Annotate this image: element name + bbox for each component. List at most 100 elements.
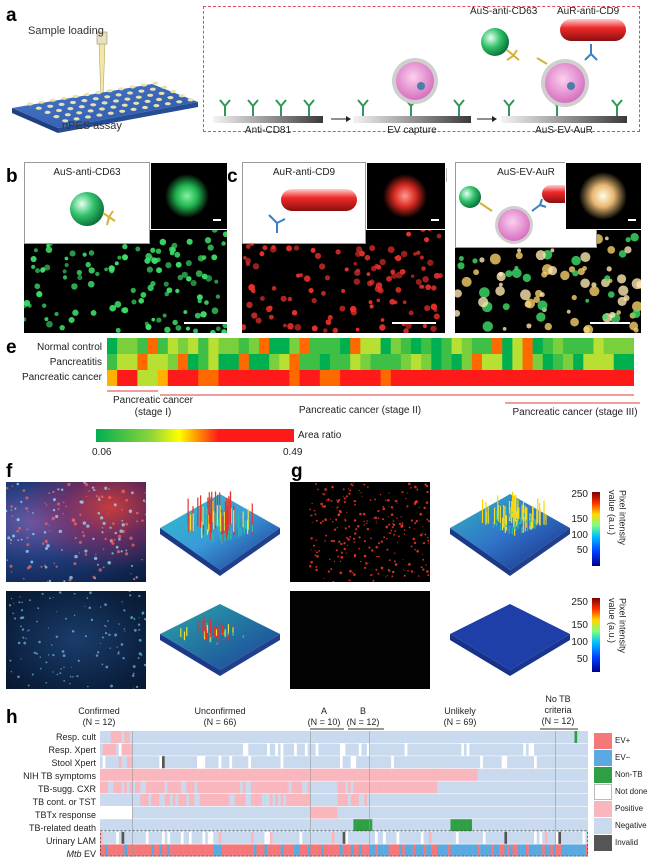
criteria-cell <box>534 844 537 857</box>
criteria-cell <box>445 831 449 844</box>
criteria-cell <box>132 794 136 806</box>
criteria-cell <box>145 768 149 781</box>
criteria-cell <box>280 768 284 781</box>
signal-speck <box>132 577 136 581</box>
criteria-cell <box>555 731 559 743</box>
signal-speck <box>115 545 119 549</box>
criteria-cell <box>337 781 341 794</box>
criteria-cell <box>286 731 289 743</box>
criteria-cell <box>178 794 182 806</box>
heatmap-cell <box>583 354 594 370</box>
heatmap-cell <box>177 354 189 370</box>
tissue-image-f-bottom <box>6 591 146 689</box>
criteria-cell <box>574 819 578 832</box>
signal-speck <box>335 508 337 510</box>
signal-speck <box>362 512 366 516</box>
criteria-cell <box>547 743 551 756</box>
criteria-cell <box>342 831 346 844</box>
criteria-cell <box>145 819 149 832</box>
criteria-cell <box>296 819 300 832</box>
particle <box>204 300 209 305</box>
criteria-cell <box>175 794 179 806</box>
legend-swatch <box>594 733 612 749</box>
criteria-cell <box>183 844 187 857</box>
criteria-cell <box>337 819 341 832</box>
signal-speck <box>86 597 89 599</box>
criteria-cell <box>485 806 489 819</box>
criteria-cell <box>121 831 125 844</box>
signal-speck <box>33 651 36 654</box>
criteria-cell <box>245 781 249 794</box>
criteria-cell <box>482 794 486 806</box>
criteria-cell <box>442 781 446 794</box>
criteria-cell <box>153 819 157 832</box>
particle <box>406 231 412 237</box>
particle <box>131 299 137 305</box>
criteria-cell <box>385 794 389 806</box>
criteria-cell <box>304 844 308 857</box>
criteria-cell <box>339 768 343 781</box>
criteria-cell <box>563 844 567 857</box>
criteria-cell <box>250 781 254 794</box>
criteria-cell <box>517 819 521 832</box>
criteria-cell <box>248 756 252 769</box>
criteria-cell <box>515 743 519 756</box>
signal-speck <box>393 533 396 536</box>
particle <box>54 312 59 317</box>
criteria-cell <box>307 756 311 769</box>
criteria-cell <box>566 794 570 806</box>
criteria-cell <box>226 768 230 781</box>
criteria-cell <box>191 794 195 806</box>
criteria-cell <box>372 731 376 743</box>
criteria-cell <box>310 781 314 794</box>
criteria-cell <box>377 743 381 756</box>
criteria-cell <box>315 844 319 857</box>
colorbar-label: Area ratio <box>298 430 342 441</box>
cb-top-label-line1: Pixel intensity <box>617 490 628 546</box>
particle <box>185 260 192 267</box>
criteria-cell <box>331 731 335 743</box>
criteria-cell <box>100 794 103 806</box>
criteria-cell <box>215 781 219 794</box>
heatmap-cell <box>188 338 199 354</box>
criteria-cell <box>261 756 265 769</box>
criteria-cell <box>224 844 227 857</box>
criteria-cell <box>191 844 195 857</box>
criteria-cell <box>240 806 244 819</box>
criteria-cell <box>234 756 238 769</box>
criteria-cell <box>110 831 114 844</box>
particle <box>287 323 294 330</box>
heatmap-cell <box>563 370 574 386</box>
criteria-cell <box>172 806 176 819</box>
signal-speck <box>414 485 417 489</box>
particle <box>46 320 53 328</box>
criteria-cell <box>210 768 214 781</box>
signal-speck <box>332 520 334 523</box>
criteria-cell <box>369 794 373 806</box>
signal-speck <box>388 505 390 508</box>
particle <box>246 301 253 309</box>
particle <box>162 313 167 318</box>
signal-speck <box>46 544 50 548</box>
signal-speck <box>419 533 423 537</box>
criteria-cell <box>205 768 209 781</box>
criteria-cell <box>439 768 443 781</box>
criteria-cell <box>377 806 381 819</box>
criteria-cell <box>477 831 481 844</box>
signal-speck <box>102 521 106 526</box>
criteria-cell <box>544 781 548 794</box>
criteria-cell <box>250 756 254 769</box>
heatmap-cell <box>238 338 250 354</box>
criteria-cell <box>277 844 281 857</box>
signal-speck <box>100 642 102 644</box>
criteria-cell <box>380 756 384 769</box>
heatmap-cell <box>177 338 189 354</box>
criteria-cell <box>574 806 578 819</box>
criteria-cell <box>321 731 324 743</box>
particle <box>282 323 287 328</box>
signal-speck <box>360 560 362 563</box>
criteria-cell <box>485 819 489 832</box>
criteria-cell <box>250 819 254 832</box>
criteria-cell <box>455 819 459 832</box>
criteria-cell <box>280 844 284 857</box>
